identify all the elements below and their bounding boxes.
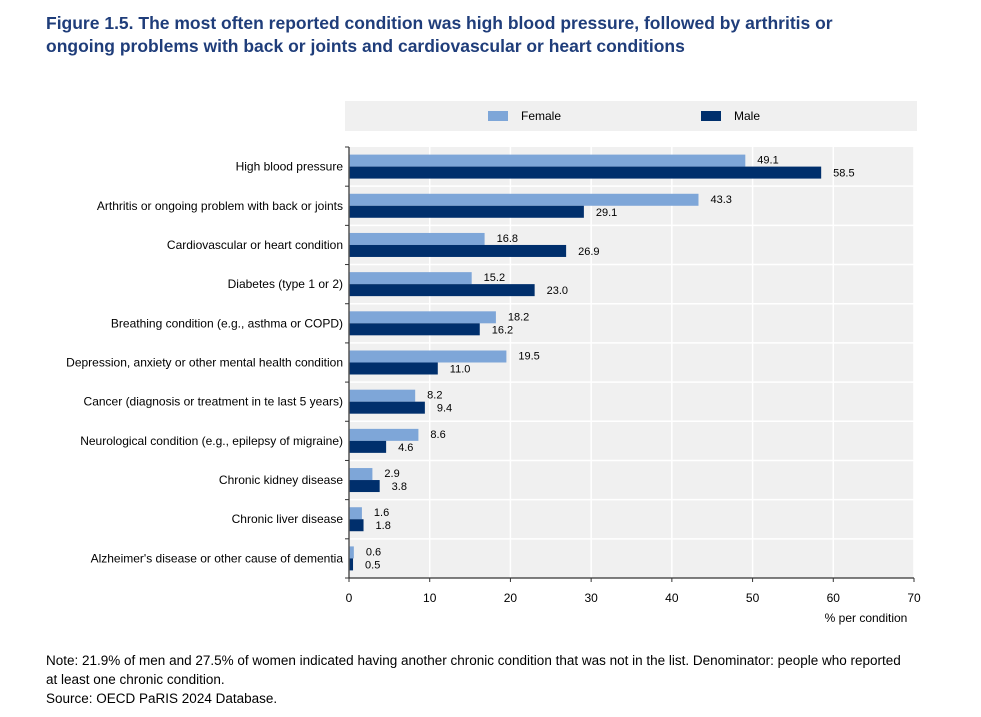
category-label: Alzheimer's disease or other cause of de… [91, 551, 344, 565]
data-label-female: 0.6 [366, 546, 381, 558]
data-label-female: 8.2 [427, 390, 442, 402]
data-label-female: 43.3 [710, 194, 731, 206]
legend-label-male: Male [734, 109, 761, 123]
figure-title: Figure 1.5. The most often reported cond… [46, 12, 956, 58]
data-label-female: 1.6 [374, 507, 389, 519]
data-label-male: 9.4 [437, 403, 452, 415]
bar-male [349, 244, 567, 257]
category-label: Neurological condition (e.g., epilepsy o… [80, 434, 343, 448]
x-tick-labels: 0 10 20 30 40 50 60 70 [346, 591, 921, 605]
bar-male [349, 166, 822, 179]
x-tick-label: 10 [423, 591, 437, 605]
figure-title-line-1: Figure 1.5. The most often reported cond… [46, 13, 833, 33]
data-label-male: 1.8 [376, 520, 391, 532]
category-labels: High blood pressure Arthritis or ongoing … [66, 160, 343, 566]
bar-female [349, 311, 496, 324]
figure-notes: Note: 21.9% of men and 27.5% of women in… [46, 651, 956, 708]
legend-item-male: Male [701, 101, 760, 131]
data-label-male: 29.1 [596, 207, 617, 219]
bar-male [349, 362, 438, 375]
data-label-male: 16.2 [492, 324, 513, 336]
bar-female [349, 428, 419, 441]
x-tick-label: 0 [346, 591, 353, 605]
legend-label-female: Female [521, 109, 562, 123]
bar-male [349, 323, 480, 336]
x-axis-label: % per condition [825, 611, 908, 625]
bar-female [349, 507, 362, 520]
bar-chart: 49.1 58.5 43.3 29.1 16.8 26.9 15.2 23.0 18.216.2… [66, 146, 921, 625]
bar-male [349, 401, 425, 414]
note-line-1: Note: 21.9% of men and 27.5% of women in… [46, 653, 901, 668]
data-label-male: 4.6 [398, 442, 413, 454]
figure-title-line-2: ongoing problems with back or joints and… [46, 36, 685, 56]
legend-swatch-male [701, 111, 721, 121]
data-label-male: 26.9 [578, 246, 599, 258]
data-label-female: 2.9 [384, 468, 399, 480]
x-tick-label: 50 [746, 591, 760, 605]
category-label: Chronic kidney disease [219, 473, 343, 487]
data-label-female: 49.1 [757, 155, 778, 167]
legend-swatch-female [488, 111, 508, 121]
legend-item-female: Female [488, 101, 561, 131]
category-label: Breathing condition (e.g., asthma or COP… [111, 316, 343, 330]
bar-female [349, 350, 507, 363]
note-line-2: at least one chronic condition. [46, 672, 225, 687]
data-label-male: 3.8 [392, 481, 407, 493]
x-tick-label: 60 [827, 591, 841, 605]
data-label-male: 0.5 [365, 559, 380, 571]
x-tick-label: 40 [665, 591, 679, 605]
data-label-female: 16.8 [497, 233, 518, 245]
data-label-male: 58.5 [833, 168, 854, 180]
data-labels: 49.1 58.5 43.3 29.1 16.8 26.9 15.2 23.0 18.216.2… [365, 155, 855, 572]
bar-female [349, 468, 373, 481]
data-label-female: 18.2 [508, 311, 529, 323]
category-label: Cardiovascular or heart condition [167, 238, 343, 252]
category-label: Chronic liver disease [232, 512, 344, 526]
bar-female [349, 546, 354, 559]
x-tick-label: 20 [504, 591, 518, 605]
bar-male [349, 519, 364, 532]
axes [345, 146, 915, 582]
category-label: High blood pressure [236, 160, 344, 174]
source-line: Source: OECD PaRIS 2024 Database. [46, 691, 278, 706]
chart-legend: Female Male [345, 101, 917, 131]
x-tick-label: 70 [907, 591, 921, 605]
bar-female [349, 154, 746, 167]
category-label: Diabetes (type 1 or 2) [228, 277, 343, 291]
bar-male [349, 440, 387, 453]
category-label: Arthritis or ongoing problem with back o… [97, 199, 343, 213]
bar-male [349, 205, 584, 218]
category-label: Depression, anxiety or other mental heal… [66, 356, 343, 370]
data-label-female: 19.5 [518, 351, 539, 363]
x-tick-label: 30 [584, 591, 598, 605]
bar-male [349, 480, 380, 493]
bar-female [349, 193, 699, 206]
bar-female [349, 232, 485, 245]
bar-male [349, 284, 535, 297]
data-label-male: 11.0 [450, 364, 471, 376]
bar-female [349, 389, 416, 402]
category-label: Cancer (diagnosis or treatment in te las… [84, 395, 343, 409]
data-label-male: 23.0 [547, 285, 568, 297]
data-label-female: 8.6 [430, 429, 445, 441]
bar-female [349, 272, 472, 285]
bar-male [349, 558, 354, 571]
bars [349, 154, 822, 571]
data-label-female: 15.2 [484, 272, 505, 284]
